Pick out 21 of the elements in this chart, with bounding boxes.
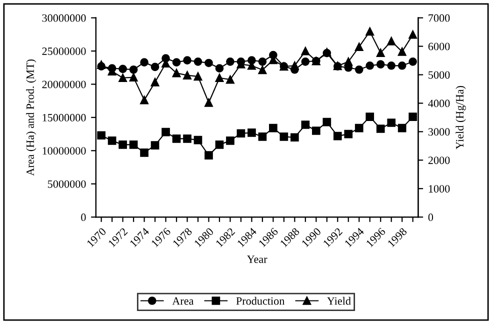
y-axis-title: Area (Ha) and Prod. (MT) xyxy=(26,59,36,176)
y-tick-label: 5000000 xyxy=(48,180,86,188)
y-tick-label: 10000000 xyxy=(42,147,86,155)
y2-tick-label: 2000 xyxy=(428,156,450,164)
y2-tick-label: 6000 xyxy=(428,42,450,50)
y-tick-label: 25000000 xyxy=(42,47,86,55)
y-tick-label: 30000000 xyxy=(42,14,86,22)
y2-tick-label: 5000 xyxy=(428,71,450,79)
y-tick-label: 0 xyxy=(81,214,86,222)
y2-tick-label: 7000 xyxy=(428,14,450,22)
y2-tick-label: 3000 xyxy=(428,128,450,136)
y2-tick-label: 0 xyxy=(428,214,434,222)
x-axis-title: Year xyxy=(246,256,268,264)
y2-axis-title: Yield (Hg/Ha) xyxy=(456,86,466,150)
y2-tick-label: 1000 xyxy=(428,185,450,193)
legend-label: Yield xyxy=(327,296,351,305)
y2-tick-label: 4000 xyxy=(428,100,450,108)
legend-label: Production xyxy=(236,296,285,305)
y-tick-label: 15000000 xyxy=(42,114,86,122)
y-tick-label: 20000000 xyxy=(42,80,86,88)
legend-label: Area xyxy=(172,297,194,305)
